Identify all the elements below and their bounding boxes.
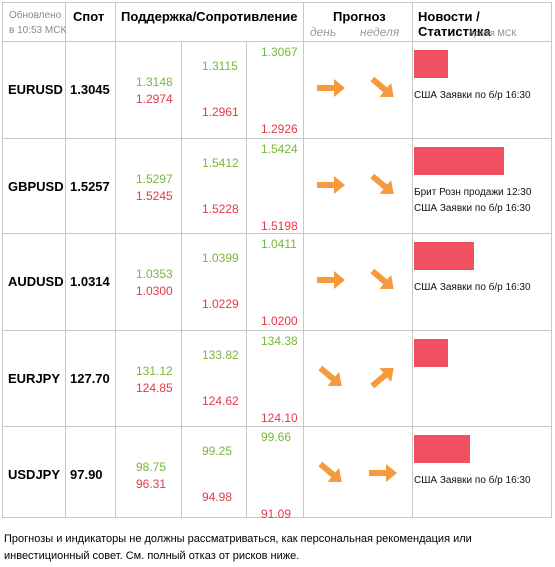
news-impact-bar bbox=[414, 147, 504, 175]
right-arrow-icon bbox=[369, 464, 397, 482]
resistance-level-3: 1.3067 bbox=[261, 45, 298, 59]
support-level-3: 1.2926 bbox=[261, 122, 298, 136]
row-divider bbox=[3, 138, 551, 139]
support-level-3: 91.09 bbox=[261, 507, 292, 521]
news-impact-bar bbox=[414, 339, 448, 367]
spot-header: Спот bbox=[73, 9, 105, 24]
col-divider bbox=[303, 3, 304, 517]
col-divider bbox=[412, 3, 413, 517]
down-right-arrow-icon bbox=[370, 173, 394, 194]
down-right-arrow-icon bbox=[318, 365, 342, 386]
spot-price: 1.3045 bbox=[70, 82, 110, 97]
resistance-level-1: 131.12 bbox=[136, 364, 173, 378]
right-arrow-icon bbox=[317, 176, 345, 194]
currency-pair: GBPUSD bbox=[8, 179, 64, 194]
forecast-table: Обновлено в 10:53 МСК Спот Поддержка/Соп… bbox=[2, 2, 552, 518]
disclaimer: Прогнозы и индикаторы не должны рассматр… bbox=[4, 533, 472, 562]
resistance-level-3: 134.38 bbox=[261, 334, 298, 348]
resistance-level-2: 1.5412 bbox=[202, 156, 239, 170]
support-level-1: 1.0300 bbox=[136, 284, 173, 298]
row-divider bbox=[3, 426, 551, 427]
support-level-1: 1.5245 bbox=[136, 189, 173, 203]
down-right-arrow-icon bbox=[370, 268, 394, 289]
resistance-level-1: 1.3148 bbox=[136, 75, 173, 89]
col-divider bbox=[181, 41, 182, 517]
resistance-level-1: 98.75 bbox=[136, 460, 167, 474]
forecast-day-label: день bbox=[310, 25, 337, 39]
news-item: США Заявки по б/р 16:30 bbox=[414, 203, 531, 214]
row-divider bbox=[3, 330, 551, 331]
col-divider bbox=[246, 41, 247, 517]
news-stats-header: Новости / Статистика bbox=[418, 9, 491, 39]
news-impact-bar bbox=[414, 435, 470, 463]
currency-pair: USDJPY bbox=[8, 467, 61, 482]
resistance-level-2: 99.25 bbox=[202, 444, 233, 458]
news-item: США Заявки по б/р 16:30 bbox=[414, 90, 531, 101]
forecast-header: Прогноз bbox=[333, 9, 386, 24]
news-item: США Заявки по б/р 16:30 bbox=[414, 282, 531, 293]
spot-price: 127.70 bbox=[70, 371, 110, 386]
resistance-level-1: 1.5297 bbox=[136, 172, 173, 186]
news-item: США Заявки по б/р 16:30 bbox=[414, 475, 531, 486]
right-arrow-icon bbox=[317, 271, 345, 289]
col-divider bbox=[115, 3, 116, 517]
support-level-3: 124.10 bbox=[261, 411, 298, 425]
support-level-3: 1.5198 bbox=[261, 219, 298, 233]
support-resistance-header: Поддержка/Сопротивление bbox=[121, 9, 298, 24]
row-divider bbox=[3, 233, 551, 234]
support-level-2: 124.62 bbox=[202, 394, 239, 408]
time-msk-label: время МСК bbox=[469, 28, 517, 38]
news-item: Брит Розн продажи 12:30 bbox=[414, 187, 532, 198]
resistance-level-3: 1.5424 bbox=[261, 142, 298, 156]
currency-pair: EURUSD bbox=[8, 82, 63, 97]
down-right-arrow-icon bbox=[370, 76, 394, 97]
support-level-1: 124.85 bbox=[136, 381, 173, 395]
support-level-1: 96.31 bbox=[136, 477, 167, 491]
support-level-2: 1.2961 bbox=[202, 105, 239, 119]
support-level-2: 1.0229 bbox=[202, 297, 239, 311]
resistance-level-2: 133.82 bbox=[202, 348, 239, 362]
support-level-1: 1.2974 bbox=[136, 92, 173, 106]
news-impact-bar bbox=[414, 242, 474, 270]
spot-price: 1.5257 bbox=[70, 179, 110, 194]
header-divider bbox=[3, 41, 551, 42]
right-arrow-icon bbox=[317, 79, 345, 97]
currency-pair: AUDUSD bbox=[8, 274, 64, 289]
up-right-arrow-icon bbox=[370, 368, 394, 389]
news-impact-bar bbox=[414, 50, 448, 78]
spot-price: 1.0314 bbox=[70, 274, 110, 289]
support-level-3: 1.0200 bbox=[261, 314, 298, 328]
forecast-week-label: неделя bbox=[360, 25, 400, 39]
currency-pair: EURJPY bbox=[8, 371, 61, 386]
resistance-level-3: 99.66 bbox=[261, 430, 292, 444]
resistance-level-3: 1.0411 bbox=[261, 237, 297, 251]
resistance-level-1: 1.0353 bbox=[136, 267, 173, 281]
support-level-2: 94.98 bbox=[202, 490, 233, 504]
resistance-level-2: 1.3115 bbox=[202, 59, 238, 73]
col-divider bbox=[65, 3, 66, 517]
down-right-arrow-icon bbox=[318, 461, 342, 482]
updated-label: Обновлено bbox=[9, 10, 62, 21]
resistance-level-2: 1.0399 bbox=[202, 251, 239, 265]
updated-time: в 10:53 МСК bbox=[9, 25, 67, 36]
spot-price: 97.90 bbox=[70, 467, 103, 482]
support-level-2: 1.5228 bbox=[202, 202, 239, 216]
